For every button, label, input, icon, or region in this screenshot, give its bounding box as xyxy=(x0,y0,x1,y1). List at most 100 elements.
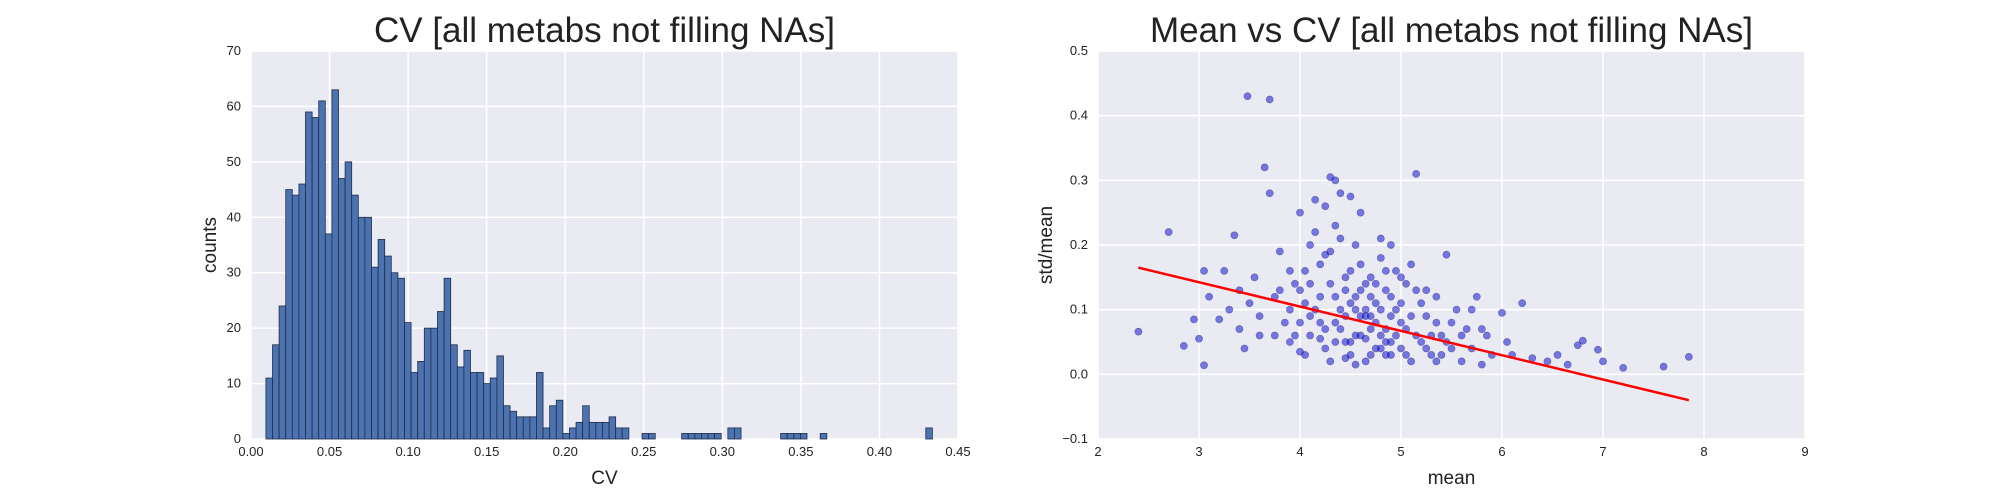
scatter-point xyxy=(1336,325,1345,333)
scatter-gridlines xyxy=(1097,50,1806,440)
scatter-point xyxy=(1301,299,1309,308)
scatter-point xyxy=(1361,334,1370,343)
scatter-point xyxy=(1387,241,1395,249)
scatter-point xyxy=(1417,299,1426,308)
histogram-bar xyxy=(456,366,465,440)
scatter-point xyxy=(1442,250,1451,259)
histogram-bar xyxy=(463,349,471,440)
scatter-point xyxy=(1452,305,1461,314)
histogram-bar xyxy=(588,421,597,440)
scatter-point xyxy=(1286,266,1294,275)
scatter-point xyxy=(1215,315,1224,324)
scatter-point xyxy=(1220,266,1229,275)
scatter-y-tick-label: 0.4 xyxy=(1070,108,1088,123)
scatter-point xyxy=(1275,286,1284,295)
histogram-bar xyxy=(780,433,788,440)
scatter-point xyxy=(1457,331,1466,340)
scatter-x-axis-label: mean xyxy=(1428,468,1476,489)
scatter-point xyxy=(1351,292,1360,301)
scatter-point xyxy=(1179,341,1188,350)
scatter-point xyxy=(1407,357,1415,366)
scatter-point xyxy=(1462,325,1471,333)
scatter-point xyxy=(1341,286,1350,295)
scatter-point xyxy=(1412,169,1421,178)
scatter-point xyxy=(1230,231,1239,240)
histogram-bar xyxy=(793,433,801,440)
scatter-point xyxy=(1432,292,1441,301)
histogram-y-tick-label: 30 xyxy=(227,265,241,280)
histogram-bar xyxy=(608,416,617,440)
histogram-x-tick-label: 0.20 xyxy=(553,444,578,459)
scatter-point xyxy=(1467,305,1476,314)
scatter-y-tick-label: 0.1 xyxy=(1070,302,1088,317)
histogram-bar xyxy=(714,433,722,440)
scatter-point xyxy=(1392,331,1400,340)
histogram-bar xyxy=(516,416,524,440)
scatter-point xyxy=(1578,336,1587,345)
histogram-bar xyxy=(701,433,709,440)
histogram-x-tick-labels: 0.00 0.05 0.10 0.15 0.20 0.25 0.30 0.35 0.40 0.45 xyxy=(238,444,970,459)
scatter-point xyxy=(1376,305,1385,314)
scatter-y-tick-label: 0.3 xyxy=(1070,172,1088,187)
scatter-point xyxy=(1376,344,1385,353)
histogram-bar xyxy=(509,410,518,440)
scatter-point xyxy=(1316,292,1325,301)
histogram-bar xyxy=(404,322,412,440)
scatter-title: Mean vs CV [all metabs not filling NAs] xyxy=(1150,11,1753,50)
histogram-y-tick-label: 70 xyxy=(227,43,241,58)
histogram-x-tick-label: 0.00 xyxy=(238,444,263,459)
scatter-point xyxy=(1422,286,1431,295)
histogram-bar xyxy=(621,427,630,440)
scatter-point xyxy=(1296,208,1304,217)
histogram-y-tick-label: 60 xyxy=(227,98,241,113)
scatter-point xyxy=(1366,325,1375,333)
histogram-bar xyxy=(351,194,359,440)
scatter-point xyxy=(1240,344,1249,353)
scatter-x-tick-label: 2 xyxy=(1094,444,1101,459)
histogram-bar xyxy=(364,216,372,440)
scatter-point xyxy=(1235,325,1244,333)
scatter-point xyxy=(1503,338,1511,346)
scatter-point xyxy=(1381,266,1390,275)
histogram-bar xyxy=(496,355,504,440)
scatter-y-tick-label: 0.2 xyxy=(1070,237,1088,252)
histogram-bar xyxy=(318,100,326,440)
histogram-bar xyxy=(430,327,438,440)
histogram-y-tick-labels: 0 10 20 30 40 50 60 70 xyxy=(227,43,241,446)
histogram-bar xyxy=(397,277,405,440)
scatter-point xyxy=(1291,279,1299,288)
scatter-point xyxy=(1296,318,1304,327)
scatter-point xyxy=(1280,318,1289,327)
histogram-y-tick-label: 0 xyxy=(234,431,241,446)
histogram-bar xyxy=(384,255,392,440)
scatter-point xyxy=(1472,292,1481,301)
scatter-point xyxy=(1270,331,1279,340)
scatter-point xyxy=(1402,351,1410,359)
scatter-point xyxy=(1260,163,1269,172)
scatter-point xyxy=(1164,228,1173,236)
scatter-x-tick-label: 9 xyxy=(1801,444,1808,459)
scatter-point xyxy=(1432,318,1441,327)
scatter-point xyxy=(1306,312,1314,321)
histogram-bar xyxy=(390,272,399,440)
histogram-bar xyxy=(602,421,610,440)
scatter-point xyxy=(1447,318,1456,327)
scatter-point xyxy=(1397,273,1405,282)
scatter-point xyxy=(1351,331,1360,340)
histogram-bar xyxy=(324,233,333,440)
scatter-point xyxy=(1265,95,1274,104)
histogram-bar xyxy=(377,239,386,440)
scatter-x-tick-label: 6 xyxy=(1498,444,1505,459)
histogram-bar xyxy=(483,383,491,440)
scatter-point xyxy=(1387,292,1395,301)
scatter-point xyxy=(1392,266,1400,275)
scatter-point xyxy=(1331,292,1340,301)
histogram-bars xyxy=(265,89,933,440)
scatter-point xyxy=(1397,318,1405,327)
scatter-x-tick-label: 4 xyxy=(1296,444,1303,459)
scatter-point xyxy=(1265,189,1274,198)
scatter-point xyxy=(1422,312,1431,321)
scatter-point xyxy=(1407,312,1415,321)
scatter-point xyxy=(1387,312,1395,321)
